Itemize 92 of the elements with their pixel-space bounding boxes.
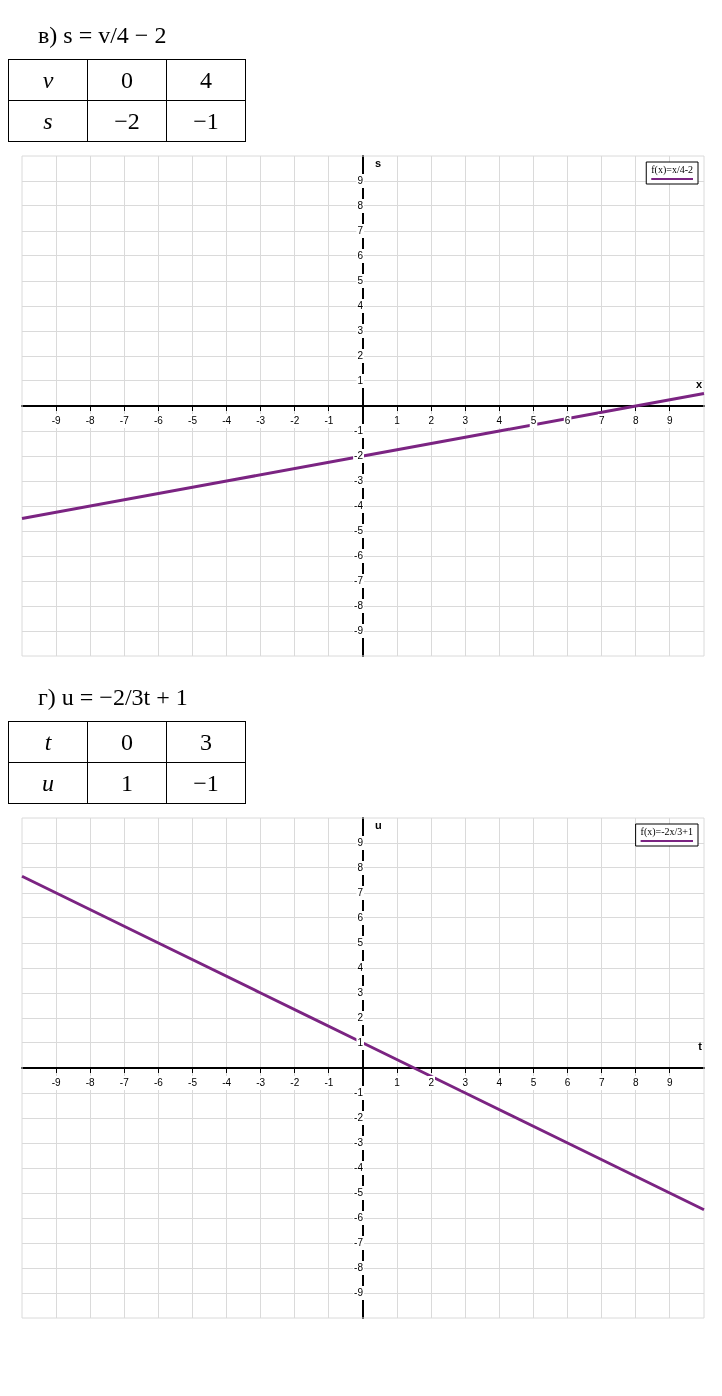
text: t <box>8 721 88 763</box>
x-tick-label: 1 <box>394 414 401 426</box>
x-tick-label: -6 <box>153 414 164 426</box>
text: u <box>8 762 88 804</box>
y-tick-label: -8 <box>354 599 364 611</box>
y-tick-label: -1 <box>354 424 364 436</box>
y-tick-label: -7 <box>354 1236 364 1248</box>
x-axis-title: t <box>698 1039 703 1052</box>
y-tick-label: 8 <box>357 861 364 873</box>
text: f(x)=x/4-2 <box>651 163 694 176</box>
y-tick-label: -3 <box>354 474 364 486</box>
text: −2 <box>87 100 167 142</box>
x-tick-label: 2 <box>428 414 435 426</box>
y-axis-title: u <box>375 818 382 831</box>
y-tick-label: 3 <box>357 324 364 336</box>
y-tick-label: -6 <box>354 549 364 561</box>
x-tick-label: -9 <box>51 1076 61 1088</box>
text: 0 <box>87 721 167 763</box>
y-tick-label: -9 <box>354 1286 364 1298</box>
x-tick-label: -4 <box>222 1076 232 1088</box>
x-tick-label: -1 <box>324 1076 334 1088</box>
y-tick-label: -7 <box>354 574 364 586</box>
x-tick-label: -3 <box>256 1076 266 1088</box>
y-tick-label: -6 <box>354 1211 364 1223</box>
x-tick-label: -8 <box>85 414 96 426</box>
text: −1 <box>166 762 246 804</box>
x-tick-label: 7 <box>598 1076 605 1088</box>
y-tick-label: -2 <box>354 449 364 461</box>
x-tick-label: 5 <box>530 414 537 426</box>
text: 3 <box>166 721 246 763</box>
y-tick-label: -8 <box>354 1261 364 1273</box>
y-tick-label: 7 <box>357 224 364 236</box>
x-tick-label: 9 <box>667 1076 674 1088</box>
y-tick-label: 9 <box>357 174 364 186</box>
y-tick-label: -4 <box>354 499 364 511</box>
text: v <box>8 59 88 101</box>
text: −1 <box>166 100 246 142</box>
y-tick-label: 6 <box>357 911 364 923</box>
y-tick-label: -5 <box>354 1186 364 1198</box>
chart-title: г) u = −2/3t + 1 <box>37 683 189 712</box>
x-tick-label: 8 <box>633 414 640 426</box>
x-tick-label: 5 <box>530 1076 537 1088</box>
y-tick-label: -2 <box>354 1111 364 1123</box>
y-tick-label: -1 <box>354 1086 364 1098</box>
y-tick-label: 2 <box>357 349 364 361</box>
x-tick-label: 6 <box>564 1076 571 1088</box>
x-tick-label: 9 <box>667 414 674 426</box>
x-tick-label: -4 <box>222 414 232 426</box>
chart-title: в) s = v/4 − 2 <box>37 21 168 50</box>
text: 1 <box>87 762 167 804</box>
x-tick-label: 4 <box>496 1076 503 1088</box>
x-tick-label: -5 <box>188 1076 198 1088</box>
x-tick-label: -9 <box>51 414 61 426</box>
y-tick-label: 8 <box>357 199 364 211</box>
x-tick-label: 4 <box>496 414 503 426</box>
x-tick-label: 1 <box>394 1076 401 1088</box>
text: 0 <box>87 59 167 101</box>
x-tick-label: -2 <box>290 414 300 426</box>
text: f(x)=-2x/3+1 <box>640 825 694 838</box>
y-tick-label: 7 <box>357 886 364 898</box>
x-tick-label: -6 <box>153 1076 164 1088</box>
x-tick-label: -7 <box>119 414 130 426</box>
y-tick-label: 4 <box>357 299 364 311</box>
y-tick-label: -5 <box>354 524 364 536</box>
x-axis-title: x <box>695 377 703 390</box>
x-tick-label: -5 <box>188 414 198 426</box>
x-tick-label: 8 <box>633 1076 640 1088</box>
y-tick-label: -3 <box>354 1136 364 1148</box>
y-tick-label: 1 <box>357 1036 364 1048</box>
text: s <box>8 100 88 142</box>
x-tick-label: 7 <box>598 414 605 426</box>
y-tick-label: 1 <box>357 374 364 386</box>
x-tick-label: 6 <box>564 414 571 426</box>
x-tick-label: 3 <box>462 1076 469 1088</box>
x-tick-label: 3 <box>462 414 469 426</box>
y-tick-label: 5 <box>357 936 364 948</box>
x-tick-label: -2 <box>290 1076 300 1088</box>
x-tick-label: -3 <box>256 414 266 426</box>
y-tick-label: -9 <box>354 624 364 636</box>
y-tick-label: 2 <box>357 1011 364 1023</box>
y-tick-label: 4 <box>357 961 364 973</box>
y-axis-title: s <box>375 156 382 169</box>
y-tick-label: -4 <box>354 1161 364 1173</box>
x-tick-label: 2 <box>428 1076 435 1088</box>
y-tick-label: 5 <box>357 274 364 286</box>
text: 4 <box>166 59 246 101</box>
x-tick-label: -1 <box>324 414 334 426</box>
x-tick-label: -8 <box>85 1076 96 1088</box>
y-tick-label: 6 <box>357 249 364 261</box>
x-tick-label: -7 <box>119 1076 130 1088</box>
y-tick-label: 9 <box>357 836 364 848</box>
y-tick-label: 3 <box>357 986 364 998</box>
